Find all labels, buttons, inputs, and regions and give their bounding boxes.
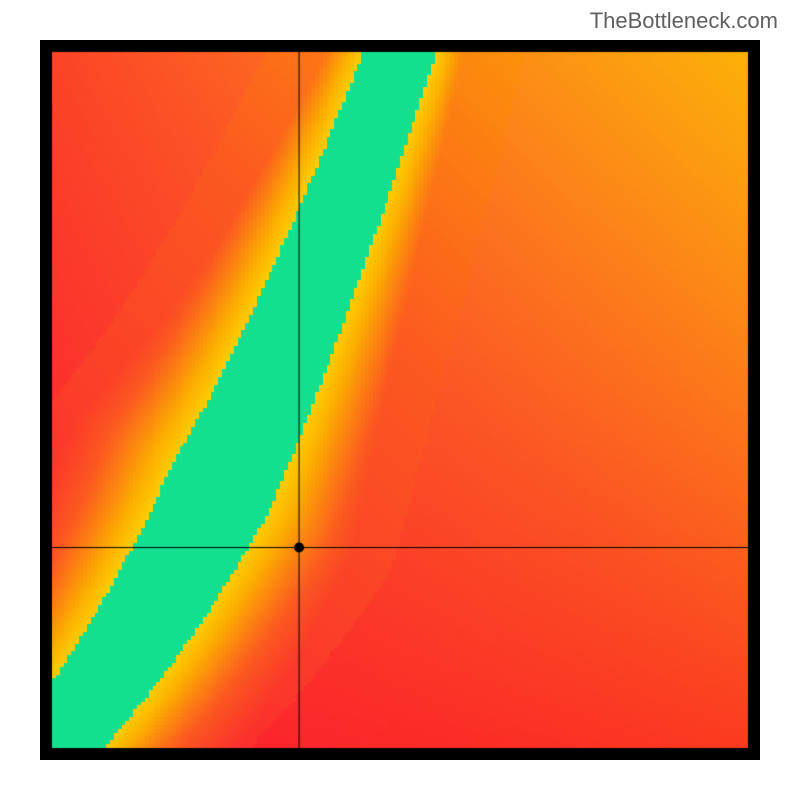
heatmap-canvas <box>40 40 760 760</box>
heatmap-plot <box>40 40 760 760</box>
watermark-text: TheBottleneck.com <box>590 8 778 34</box>
